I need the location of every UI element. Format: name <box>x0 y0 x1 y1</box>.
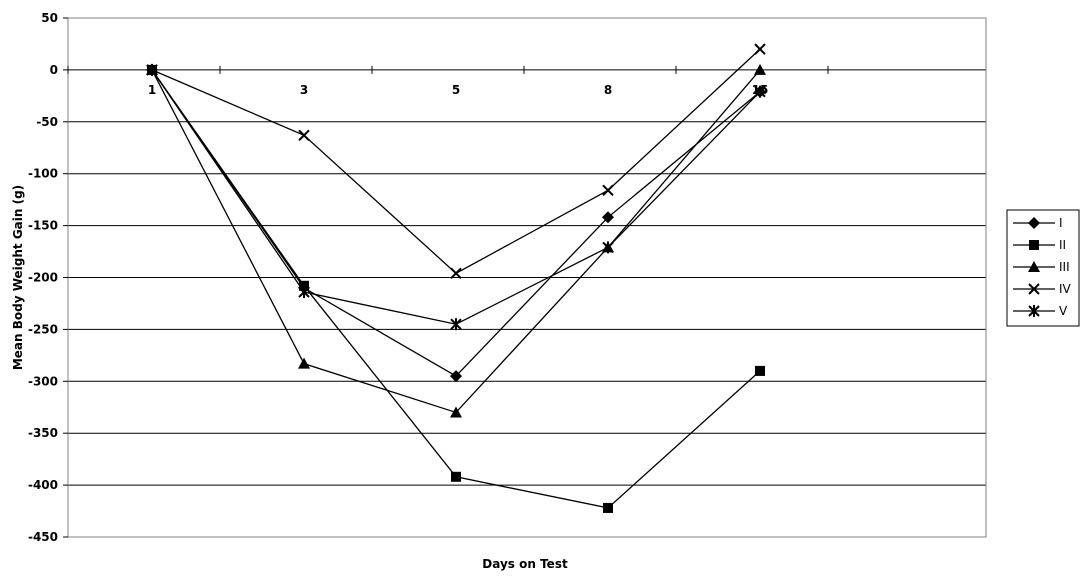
data-point-square <box>299 280 309 291</box>
data-point-star <box>450 318 462 331</box>
data-point-square <box>451 471 461 482</box>
legend-marker-star <box>1028 305 1040 317</box>
y-axis-title: Mean Body Weight Gain (g) <box>11 185 25 370</box>
series-v <box>146 63 766 331</box>
data-point-x <box>298 129 310 142</box>
y-tick-label: -150 <box>28 219 58 233</box>
legend-box <box>1006 209 1080 327</box>
y-tick-label: -400 <box>28 478 58 492</box>
data-point-star <box>754 85 766 98</box>
data-point-star <box>146 63 158 76</box>
series-line <box>151 69 761 325</box>
data-point-square <box>603 502 613 513</box>
series-ii <box>147 64 765 513</box>
series-layer <box>146 43 766 513</box>
legend-label: V <box>1059 304 1068 318</box>
legend-marker-triangle <box>1028 261 1040 272</box>
legend-marker-x <box>1028 283 1040 295</box>
legend-label: III <box>1059 260 1070 274</box>
y-tick-label: 0 <box>50 63 58 77</box>
x-tick-label: 1 <box>148 83 156 97</box>
y-tick-label: -350 <box>28 426 58 440</box>
data-point-x <box>602 184 614 197</box>
y-tick-label: -50 <box>36 115 58 129</box>
data-point-triangle <box>754 63 766 75</box>
data-point-star <box>298 286 310 299</box>
legend-item: IV <box>1013 282 1072 296</box>
legend-marker-square <box>1029 240 1039 250</box>
gridlines <box>68 17 986 538</box>
series-iii <box>146 63 766 418</box>
y-axis-ticks: 50 0 -50 -100 -150 -200 -250 -300 -350 -400 -450 <box>28 11 68 544</box>
legend-label: I <box>1059 216 1063 230</box>
series-i <box>146 63 766 383</box>
data-point-triangle <box>298 357 310 369</box>
series-iv <box>146 43 766 280</box>
legend-item: II <box>1013 238 1066 252</box>
legend-label: IV <box>1059 282 1072 296</box>
legend-item: V <box>1013 304 1068 318</box>
series-line <box>151 69 761 509</box>
x-tick-label: 8 <box>604 83 612 97</box>
y-tick-label: 50 <box>41 11 58 25</box>
data-point-diamond <box>450 370 462 383</box>
data-point-square <box>755 365 765 376</box>
x-tick-label: 3 <box>300 83 308 97</box>
y-tick-label: -250 <box>28 322 58 336</box>
legend-label: II <box>1059 238 1066 252</box>
y-tick-label: -200 <box>28 271 58 285</box>
x-tick-label: 5 <box>452 83 460 97</box>
y-tick-label: -100 <box>28 167 58 181</box>
series-line <box>151 69 761 414</box>
legend-marker-diamond <box>1028 217 1040 229</box>
legend-item: I <box>1013 216 1063 230</box>
y-tick-label: -300 <box>28 374 58 388</box>
data-point-x <box>450 267 462 280</box>
y-tick-label: -450 <box>28 530 58 544</box>
data-point-star <box>602 241 614 254</box>
data-point-diamond <box>602 211 614 224</box>
x-axis-title: Days on Test <box>482 557 568 571</box>
legend-item: III <box>1013 260 1070 274</box>
data-point-triangle <box>450 406 462 418</box>
data-point-x <box>754 43 766 55</box>
